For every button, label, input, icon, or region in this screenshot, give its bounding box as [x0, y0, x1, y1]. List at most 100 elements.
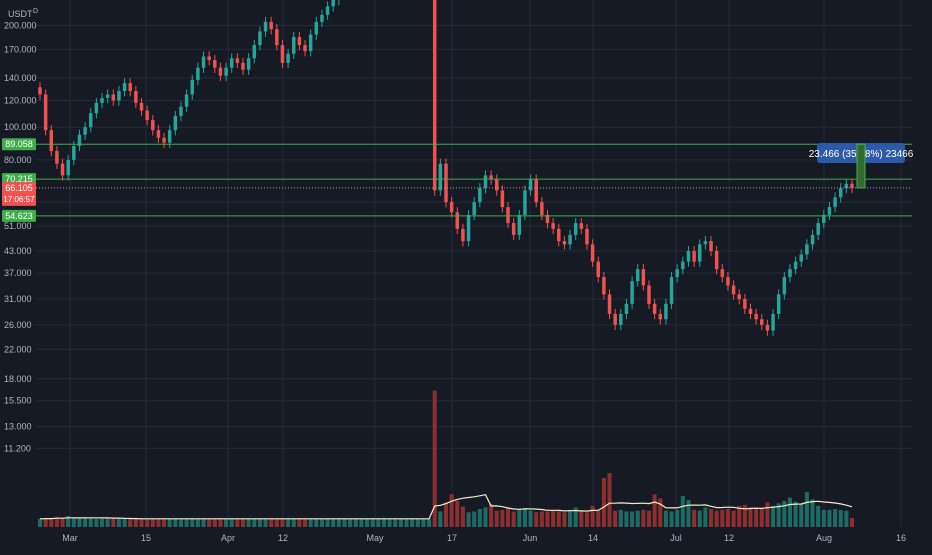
volume-ma-line [39, 494, 853, 520]
volume-bar [658, 498, 663, 527]
volume-bar [708, 509, 714, 527]
candle [224, 62, 228, 81]
volume-bar [105, 518, 110, 527]
volume-bar [551, 510, 556, 527]
volume-bar [799, 504, 804, 527]
volume-bar [240, 518, 246, 527]
candle-body [506, 207, 510, 224]
candle [833, 192, 837, 213]
price-tick-label: 140.000 [4, 73, 37, 83]
candle [43, 89, 48, 136]
volume-bar [246, 518, 251, 527]
time-tick-label: 14 [588, 533, 598, 543]
candle [810, 229, 815, 250]
candle-body [252, 45, 257, 59]
candle [286, 48, 290, 69]
candle [105, 89, 110, 104]
candle-body [489, 175, 493, 180]
volume-bar [336, 518, 341, 527]
volume-bar [207, 518, 212, 527]
candle [686, 245, 691, 267]
volume-bar [77, 518, 82, 527]
volume-bar [686, 500, 691, 527]
volume-bar [432, 390, 437, 527]
candle-body [788, 269, 792, 278]
time-tick-label: Apr [221, 533, 235, 543]
candle [776, 289, 781, 320]
level-tag-label: 70.215 [5, 174, 33, 184]
candle [630, 276, 634, 310]
candle-body [218, 67, 223, 76]
volume-bar [398, 518, 403, 527]
candle [511, 218, 516, 241]
candle-body [833, 197, 837, 208]
volume-bar [652, 494, 657, 527]
candle-body [805, 244, 809, 255]
volume-bar [680, 495, 685, 527]
candle-body [60, 163, 65, 176]
candle [38, 82, 42, 100]
volume-bar [269, 518, 274, 527]
candle-body [844, 183, 849, 189]
candle-body [669, 277, 674, 304]
candlesticks[interactable] [38, 0, 854, 336]
candle-body [179, 106, 183, 116]
volume-bar [505, 507, 511, 527]
price-axis[interactable]: 200.000 170.000 140.000 120.000 100.000 80.00… [2, 21, 37, 454]
time-axis[interactable]: Mar 15 Apr 12 May 17 Jun 14 Jul 12 Aug 16 [62, 533, 906, 543]
candle [619, 308, 623, 331]
candle-body [664, 303, 668, 320]
candle [338, 0, 340, 6]
volume-bar [128, 518, 133, 527]
volume-bar [94, 518, 99, 527]
measure-range[interactable] [856, 143, 866, 189]
candle-body [201, 56, 206, 68]
volume-bar [466, 512, 471, 527]
price-tick-label: 22.000 [4, 344, 32, 354]
candle [664, 298, 668, 325]
candle-body [100, 98, 104, 103]
candle-body [117, 90, 121, 101]
volume-bar [455, 500, 460, 527]
volume-bar [821, 509, 826, 527]
candle-body [314, 21, 319, 35]
candle [590, 239, 595, 267]
time-tick-label: Aug [816, 533, 832, 543]
candle-body [652, 303, 657, 314]
candle [314, 16, 319, 40]
price-tick-label: 170.000 [4, 44, 37, 54]
candle-body [658, 313, 663, 320]
candle-body [325, 6, 330, 15]
candle [77, 129, 82, 152]
candle-body [681, 261, 685, 270]
measure-tool[interactable]: 23.466 (35.78%) 23466 [809, 143, 914, 189]
price-tick-label: 26.000 [4, 320, 32, 330]
candle-body [590, 244, 595, 262]
volume-bar [257, 518, 262, 527]
volume-bar [787, 497, 793, 527]
volume-bar [342, 518, 347, 527]
candle-body [720, 269, 725, 278]
candle [320, 9, 324, 28]
volume-bar [759, 509, 764, 527]
candle [523, 185, 527, 221]
volume-bar [308, 518, 313, 527]
candle-body [196, 67, 200, 80]
candle-body [698, 244, 702, 262]
level-lines[interactable] [36, 143, 912, 217]
candle-body [241, 62, 245, 70]
price-tick-label: 200.000 [4, 21, 37, 31]
candle-body [827, 207, 832, 215]
candle-body [472, 202, 476, 215]
candle [331, 0, 335, 12]
candle [246, 53, 251, 75]
candle-body [714, 251, 719, 270]
candle [669, 272, 674, 310]
candle [596, 256, 600, 283]
candle-body [562, 241, 567, 245]
volume-bar [319, 518, 324, 527]
candle-body [286, 53, 290, 63]
price-tick-label: 120.000 [4, 95, 37, 105]
candle [466, 209, 471, 247]
